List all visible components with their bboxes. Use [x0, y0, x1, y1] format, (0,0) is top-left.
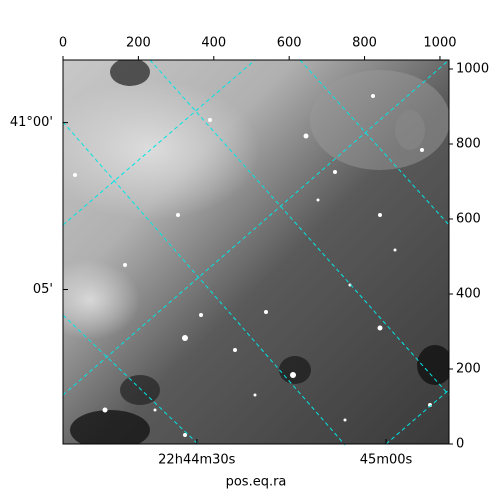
y-tick-label: 400 [456, 287, 481, 302]
coordinate-grid [62, 59, 450, 446]
y-tick-label: 0 [456, 437, 464, 452]
dec-tick-label: 41°00' [10, 115, 53, 130]
ra-tick-label: 22h44m30s [158, 453, 236, 468]
ra-tick-label: 45m00s [360, 453, 413, 468]
x-tick-label: 1000 [423, 36, 456, 51]
x-tick-label: 0 [59, 36, 67, 51]
sky-image [63, 60, 449, 444]
x-tick-label: 200 [126, 36, 151, 51]
x-tick-label: 400 [201, 36, 226, 51]
y-tick-label: 1000 [456, 62, 489, 77]
frame [62, 59, 450, 445]
x-tick-label: 800 [352, 36, 377, 51]
y-tick-label: 600 [456, 212, 481, 227]
x-axis-label: pos.eq.ra [226, 475, 287, 490]
x-tick-label: 600 [277, 36, 302, 51]
y-tick-label: 800 [456, 137, 481, 152]
dec-tick-label: 05' [33, 282, 53, 297]
y-tick-label: 200 [456, 362, 481, 377]
